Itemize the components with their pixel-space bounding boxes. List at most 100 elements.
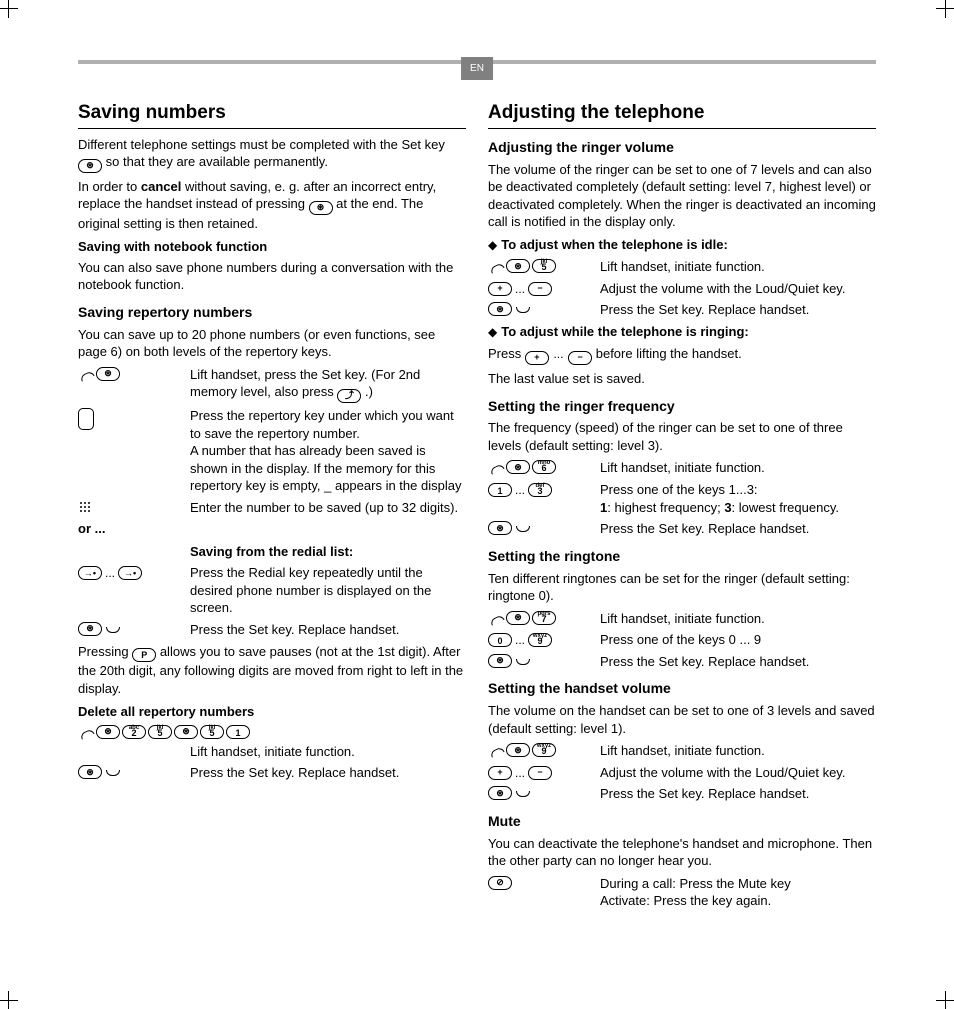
instr-text: Press the Set key. Replace handset. (600, 520, 876, 538)
pause-key-icon: P (132, 648, 156, 662)
repertory-key-icon (78, 408, 94, 430)
redial-key-icon: →• (78, 566, 102, 580)
instr-text: Press the repertory key under which you … (190, 407, 466, 495)
instr-text: Press the Set key. Replace handset. (600, 785, 876, 803)
icons: ⊛ wxyz9 (488, 742, 600, 757)
instr-text: Adjust the volume with the Loud/Quiet ke… (600, 764, 876, 782)
bullet-ringing: ◆To adjust while the telephone is ringin… (488, 323, 876, 341)
instr-text: Press the Set key. Replace handset. (600, 301, 876, 319)
para-ringer-volume: The volume of the ringer can be set to o… (488, 161, 876, 231)
icons: ⊛ (78, 764, 190, 779)
bold-cancel: cancel (141, 179, 181, 194)
icons: ⊛ (488, 653, 600, 668)
para-cancel: In order to cancel without saving, e. g.… (78, 178, 466, 233)
ellipsis: ... (514, 482, 526, 498)
instr-row: Saving from the redial list: (78, 543, 466, 561)
set-key-icon: ⊛ (488, 786, 512, 800)
key-6-icon: mno6 (532, 460, 556, 474)
redial-key-icon: →• (118, 566, 142, 580)
para-last-saved: The last value set is saved. (488, 370, 876, 388)
instr-row: ⊛ Press the Set key. Replace handset. (488, 785, 876, 803)
replace-handset-icon (514, 786, 530, 800)
key-5-icon: jkl5 (200, 725, 224, 739)
para-ringer-freq: The frequency (speed) of the ringer can … (488, 419, 876, 454)
icons (78, 499, 190, 514)
instr-text: During a call: Press the Mute key Activa… (600, 875, 876, 910)
icons: + ... − (488, 280, 600, 297)
icons: ⊛ jkl5 (488, 258, 600, 273)
plus-key-icon: + (488, 766, 512, 780)
instr-text: Press the Set key. Replace handset. (190, 621, 466, 639)
para-press-before: Press + ... − before lifting the handset… (488, 345, 876, 365)
icons: ⊛ abc2 jkl5 ⊛ jkl5 1 (78, 724, 466, 739)
text: In order to (78, 179, 141, 194)
icons: ⊘ (488, 875, 600, 890)
key-3-icon: def3 (528, 483, 552, 497)
key-1-icon: 1 (226, 725, 250, 739)
key-9-icon: wxyz9 (528, 633, 552, 647)
key-7-icon: pqrs7 (532, 611, 556, 625)
instr-row: ⊛ Press the Set key. Replace handset. (488, 520, 876, 538)
set-key-icon: ⊛ (96, 725, 120, 739)
para-pause: Pressing P allows you to save pauses (no… (78, 643, 466, 698)
instr-text: Lift handset, initiate function. (600, 610, 876, 628)
lift-handset-icon (488, 743, 504, 757)
diamond-icon: ◆ (488, 238, 497, 252)
instr-row: ⊛ Press the Set key. Replace handset. (78, 621, 466, 639)
instr-row: ⊛ Press the Set key. Replace handset. (488, 301, 876, 319)
ellipsis: ... (104, 565, 116, 581)
instr-row: ⊛ jkl5 Lift handset, initiate function. (488, 258, 876, 276)
key-9-icon: wxyz9 (532, 743, 556, 757)
replace-handset-icon (514, 654, 530, 668)
heading-saving-numbers: Saving numbers (78, 100, 466, 129)
shift-key-icon: ⤴ (337, 389, 361, 403)
para-notebook: You can also save phone numbers during a… (78, 259, 466, 294)
or-label: or ... (78, 520, 466, 538)
ellipsis: ... (514, 632, 526, 648)
text: : highest frequency; (607, 500, 724, 515)
instr-row: ⊘ During a call: Press the Mute key Acti… (488, 875, 876, 910)
set-key-icon: ⊛ (506, 743, 530, 757)
icons: + ... − (488, 764, 600, 781)
heading-ringer-freq: Setting the ringer frequency (488, 397, 876, 416)
instr-text: Press one of the keys 1...3: 1: highest … (600, 481, 876, 516)
set-key-icon: ⊛ (78, 765, 102, 779)
minus-key-icon: − (528, 282, 552, 296)
instr-row: ⊛ Lift handset, press the Set key. (For … (78, 366, 466, 403)
text: To adjust when the telephone is idle: (501, 237, 728, 252)
instr-row: + ... − Adjust the volume with the Loud/… (488, 280, 876, 298)
right-column: Adjusting the telephone Adjusting the ri… (488, 100, 876, 914)
plus-key-icon: + (525, 351, 549, 365)
ellipsis: ... (552, 347, 564, 361)
set-key-icon: ⊛ (309, 201, 333, 215)
set-key-icon: ⊛ (506, 611, 530, 625)
set-key-icon: ⊛ (488, 302, 512, 316)
key-5-icon: jkl5 (148, 725, 172, 739)
icons (78, 407, 190, 430)
icons: 1 ... def3 (488, 481, 600, 498)
bullet-idle: ◆ To adjust when the telephone is idle: (488, 236, 876, 254)
heading-adjusting: Adjusting the telephone (488, 100, 876, 129)
icons: ⊛ (78, 621, 190, 636)
keypad-icon (78, 500, 92, 514)
instr-text: Adjust the volume with the Loud/Quiet ke… (600, 280, 876, 298)
replace-handset-icon (514, 521, 530, 535)
instr-text: Lift handset, press the Set key. (For 2n… (190, 366, 466, 403)
set-key-icon: ⊛ (78, 159, 102, 173)
lift-handset-icon (78, 725, 94, 739)
left-column: Saving numbers Different telephone setti… (78, 100, 466, 914)
key-0-icon: 0 (488, 633, 512, 647)
plus-key-icon: + (488, 282, 512, 296)
icons: ⊛ pqrs7 (488, 610, 600, 625)
instr-text: Press the Set key. Replace handset. (190, 764, 466, 782)
replace-handset-icon (104, 765, 120, 779)
instr-row: 0 ... wxyz9 Press one of the keys 0 ... … (488, 631, 876, 649)
diamond-icon: ◆ (488, 325, 497, 339)
set-key-icon: ⊛ (174, 725, 198, 739)
instr-row: 1 ... def3 Press one of the keys 1...3: … (488, 481, 876, 516)
text: before lifting the handset. (596, 346, 742, 361)
icons: ⊛ (488, 301, 600, 316)
icons (78, 543, 190, 544)
subhead-notebook: Saving with notebook function (78, 238, 466, 256)
lift-handset-icon (78, 367, 94, 381)
